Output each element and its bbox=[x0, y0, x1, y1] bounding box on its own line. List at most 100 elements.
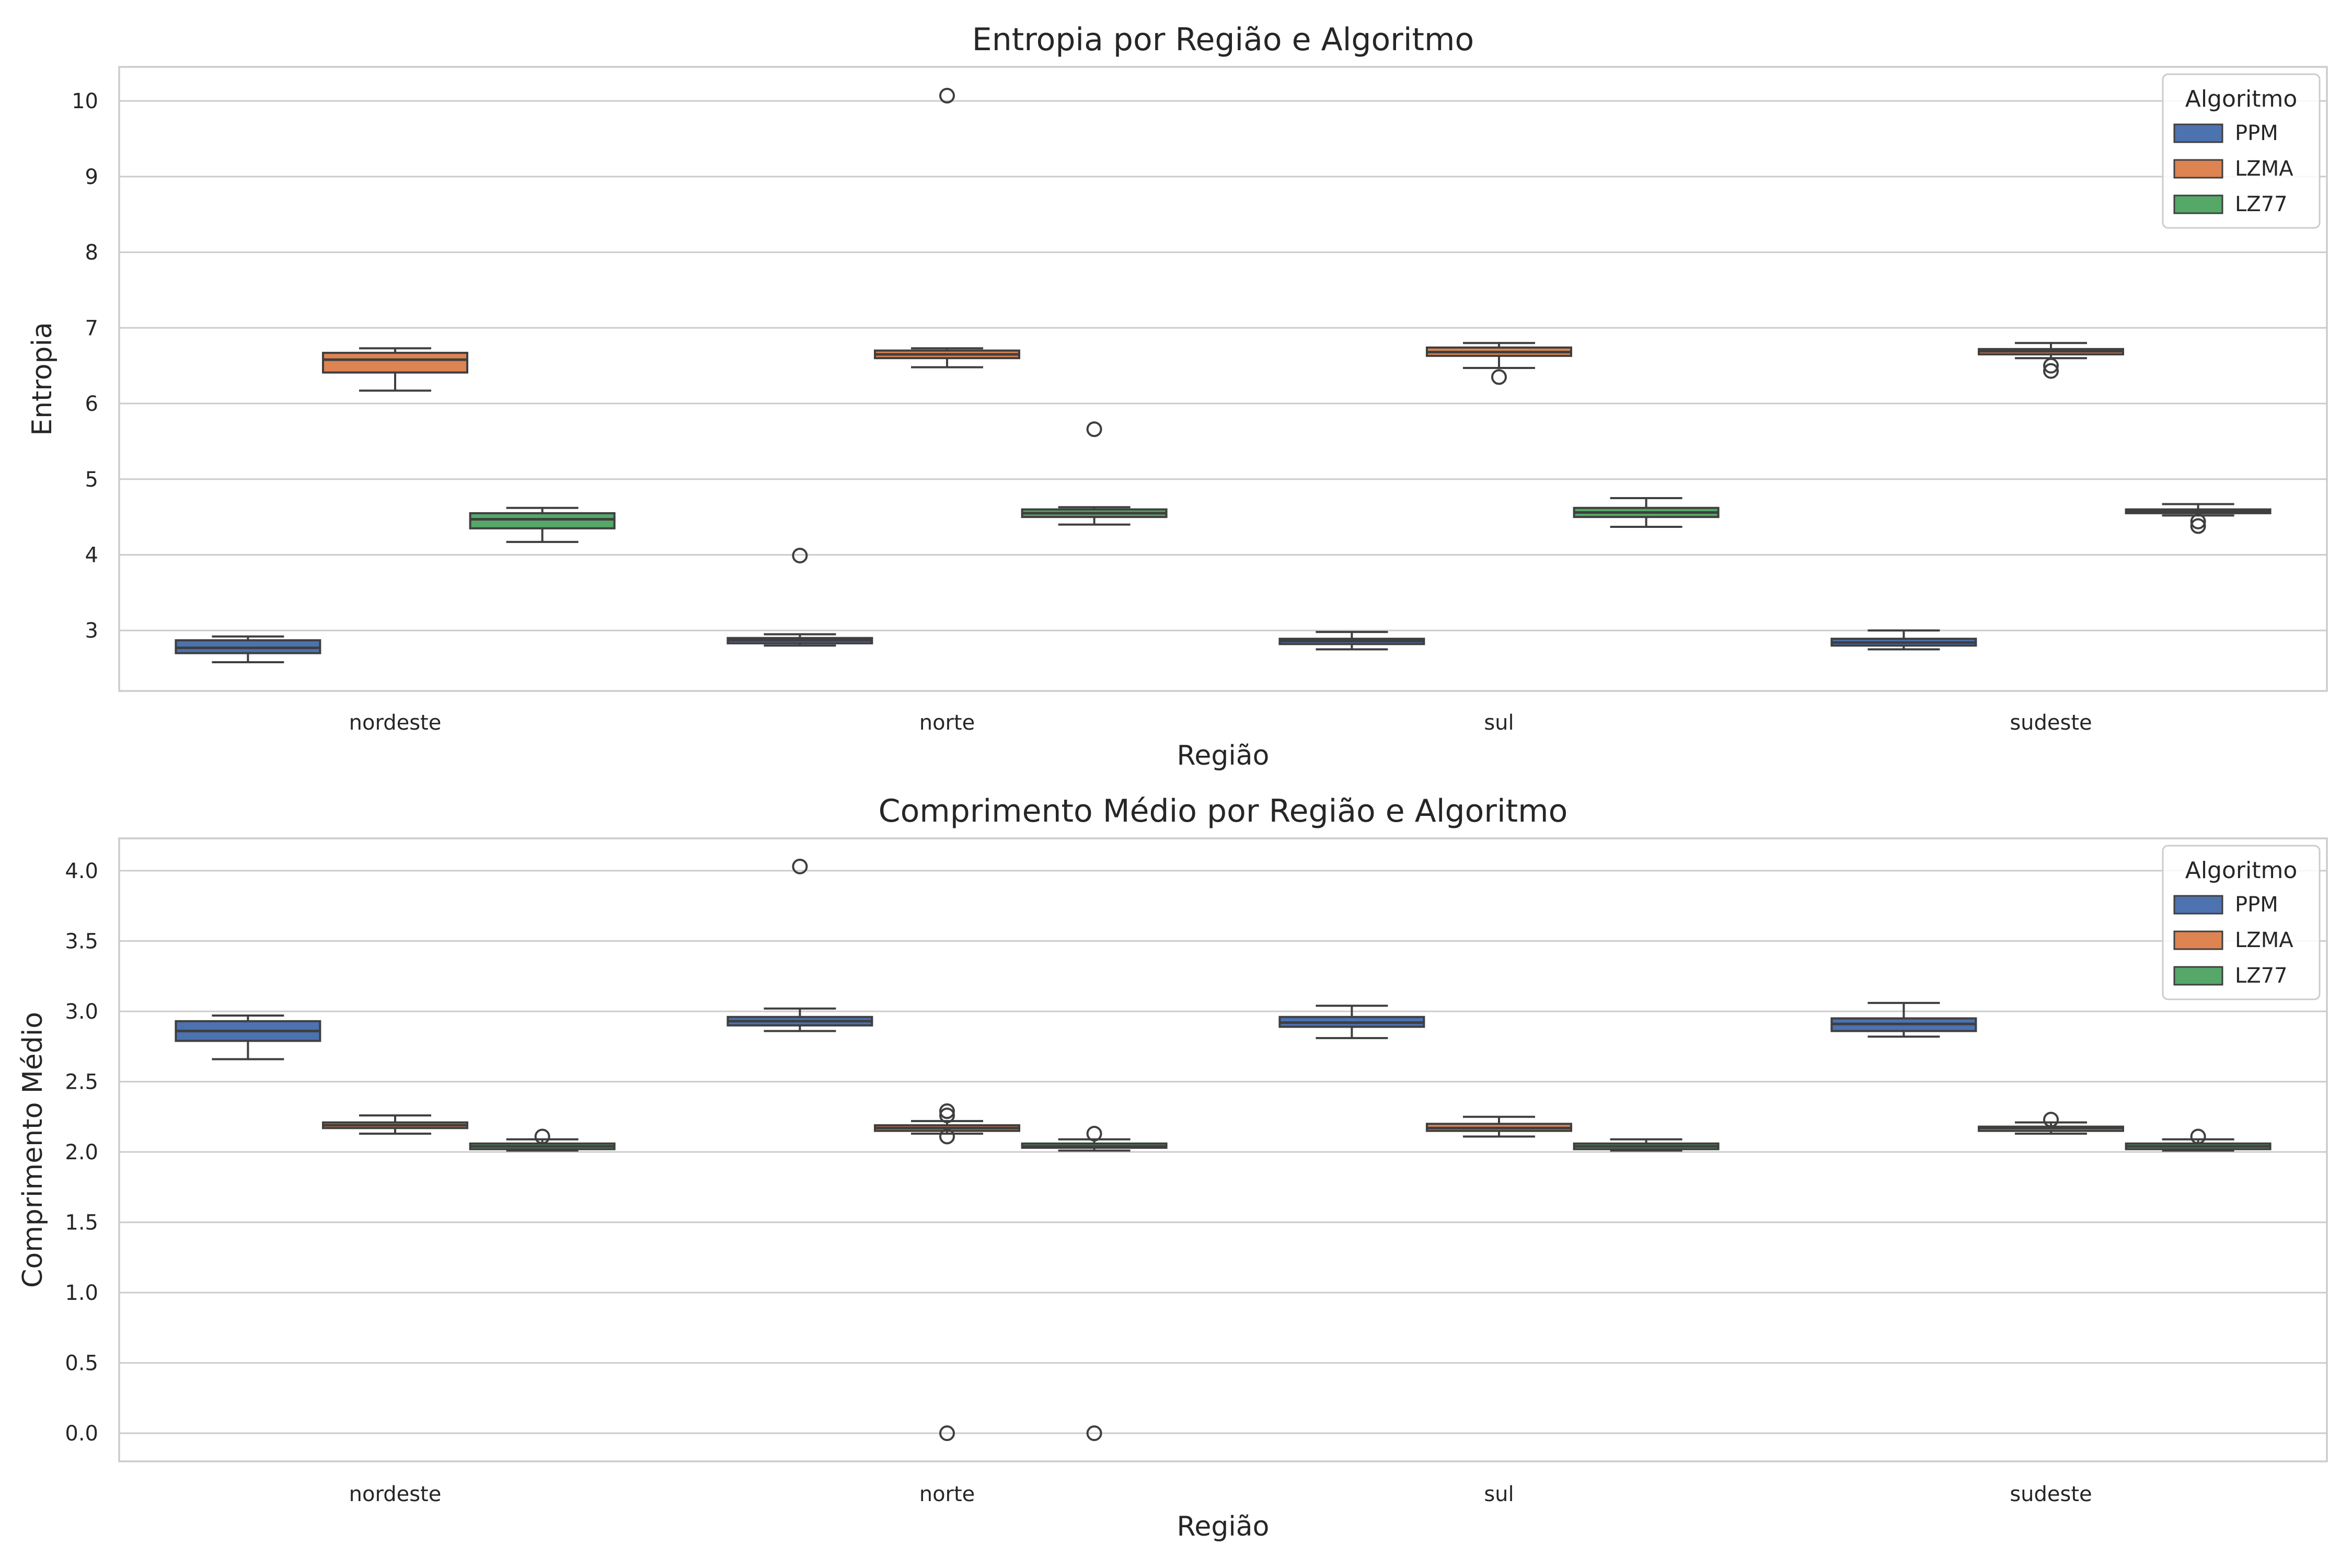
box-ppm-sul bbox=[1278, 631, 1425, 651]
series-ppm bbox=[175, 547, 1977, 664]
series-lzma bbox=[322, 87, 2124, 392]
x-tick-label-norte: norte bbox=[919, 711, 975, 735]
outlier-point bbox=[792, 858, 808, 874]
legend-frame bbox=[2162, 73, 2321, 229]
legend-label: LZMA bbox=[2235, 928, 2293, 952]
box-ppm-norte bbox=[727, 547, 873, 647]
box-lzma-nordeste bbox=[322, 347, 468, 392]
x-tick-label-sudeste: sudeste bbox=[2010, 711, 2092, 735]
entropy-chart: Entropia por Região e Algoritmo Entropia… bbox=[27, 21, 2328, 771]
box-ppm-norte bbox=[727, 858, 873, 1032]
legend-swatch bbox=[2173, 930, 2223, 950]
outlier-point bbox=[1086, 1425, 1102, 1442]
box-lz77-sudeste bbox=[2125, 503, 2272, 534]
y-tick-label: 1.5 bbox=[65, 1211, 98, 1235]
legend-frame bbox=[2162, 845, 2321, 1000]
box-lzma-nordeste bbox=[322, 1114, 468, 1135]
y-tick-label: 0.0 bbox=[65, 1422, 98, 1446]
gridlines bbox=[119, 870, 2327, 1434]
legend-entry-lzma: LZMA bbox=[2173, 157, 2293, 181]
mean-length-chart: Comprimento Médio por Região e Algoritmo… bbox=[17, 793, 2328, 1542]
chart-title: Entropia por Região e Algoritmo bbox=[972, 21, 1474, 58]
y-axis-label: Comprimento Médio bbox=[17, 1012, 49, 1288]
y-tick-label: 6 bbox=[85, 392, 98, 416]
legend-label: LZ77 bbox=[2235, 192, 2288, 216]
outlier-point bbox=[2043, 1112, 2059, 1128]
outlier-point bbox=[792, 547, 808, 563]
box-body bbox=[469, 512, 616, 529]
x-axis-label: Região bbox=[1177, 1511, 1270, 1542]
box-body bbox=[322, 352, 468, 374]
legend-title: Algoritmo bbox=[2185, 857, 2298, 884]
outlier-point bbox=[939, 1103, 955, 1120]
y-tick-label: 3.0 bbox=[65, 1000, 98, 1024]
box-ppm-sudeste bbox=[1830, 1001, 1977, 1038]
y-tick-label: 4.0 bbox=[65, 859, 98, 883]
outlier-point bbox=[2190, 1128, 2206, 1145]
legend-swatch bbox=[2173, 123, 2223, 143]
x-tick-label-nordeste: nordeste bbox=[349, 711, 442, 735]
legend-entry-lz77: LZ77 bbox=[2173, 192, 2288, 216]
y-tick-label: 10 bbox=[72, 89, 98, 113]
gridlines bbox=[119, 100, 2327, 631]
box-lz77-sul bbox=[1573, 1138, 1720, 1152]
legend-entry-ppm: PPM bbox=[2173, 121, 2278, 145]
y-axis-label: Entropia bbox=[27, 322, 58, 436]
legend-label: LZMA bbox=[2235, 157, 2293, 181]
x-tick-label-sul: sul bbox=[1484, 1482, 1514, 1506]
outlier-point bbox=[534, 1128, 550, 1145]
y-tick-label: 5 bbox=[85, 468, 98, 492]
box-lzma-norte bbox=[874, 87, 1020, 368]
y-tick-label: 2.0 bbox=[65, 1140, 98, 1165]
box-lzma-sudeste bbox=[1978, 342, 2124, 379]
y-tick-label: 8 bbox=[85, 241, 98, 265]
series-lz77 bbox=[469, 421, 2272, 543]
box-lzma-sul bbox=[1426, 342, 1572, 385]
x-axis-label: Região bbox=[1177, 740, 1270, 771]
series-lzma bbox=[322, 1103, 2124, 1442]
series-lz77 bbox=[469, 1126, 2272, 1442]
box-lz77-norte bbox=[1021, 421, 1168, 526]
legend-label: PPM bbox=[2235, 121, 2278, 145]
legend-swatch bbox=[2173, 966, 2223, 986]
legend-entry-lzma: LZMA bbox=[2173, 928, 2293, 952]
outlier-point bbox=[2190, 513, 2206, 529]
legend-label: LZ77 bbox=[2235, 964, 2288, 988]
outlier-point bbox=[939, 1425, 955, 1442]
y-tick-label: 0.5 bbox=[65, 1352, 98, 1376]
y-tick-label: 4 bbox=[85, 543, 98, 567]
box-ppm-sul bbox=[1278, 1005, 1425, 1040]
legend-swatch bbox=[2173, 159, 2223, 179]
outlier-point bbox=[939, 1108, 955, 1124]
box-lz77-nordeste bbox=[469, 1128, 616, 1152]
box-lzma-norte bbox=[874, 1103, 1020, 1442]
plot-frame bbox=[118, 66, 2328, 692]
y-tick-label: 9 bbox=[85, 165, 98, 189]
legend-entry-lz77: LZ77 bbox=[2173, 964, 2288, 988]
y-tick-label: 7 bbox=[85, 316, 98, 340]
outlier-point bbox=[2043, 358, 2059, 374]
legend: Algoritmo PPM LZMA LZ77 bbox=[2162, 845, 2321, 1000]
box-lz77-sul bbox=[1573, 497, 1720, 528]
box-ppm-nordeste bbox=[175, 1014, 321, 1060]
x-tick-label-nordeste: nordeste bbox=[349, 1482, 442, 1506]
box-lz77-sudeste bbox=[2125, 1128, 2272, 1152]
outlier-point bbox=[2043, 363, 2059, 379]
x-tick-label-norte: norte bbox=[919, 1482, 975, 1506]
chart-title: Comprimento Médio por Região e Algoritmo bbox=[879, 793, 1568, 829]
legend-entry-ppm: PPM bbox=[2173, 893, 2278, 917]
box-lz77-nordeste bbox=[469, 506, 616, 543]
box-ppm-nordeste bbox=[175, 635, 321, 664]
legend-label: PPM bbox=[2235, 893, 2278, 917]
legend-title: Algoritmo bbox=[2185, 86, 2298, 112]
outlier-point bbox=[1086, 1126, 1102, 1142]
y-tick-label: 3.5 bbox=[65, 929, 98, 953]
box-lzma-sul bbox=[1426, 1115, 1572, 1138]
x-tick-label-sul: sul bbox=[1484, 711, 1514, 735]
outlier-point bbox=[1086, 421, 1102, 437]
box-ppm-sudeste bbox=[1830, 629, 1977, 651]
plot-frame bbox=[118, 837, 2328, 1462]
box-lz77-norte bbox=[1021, 1126, 1168, 1442]
